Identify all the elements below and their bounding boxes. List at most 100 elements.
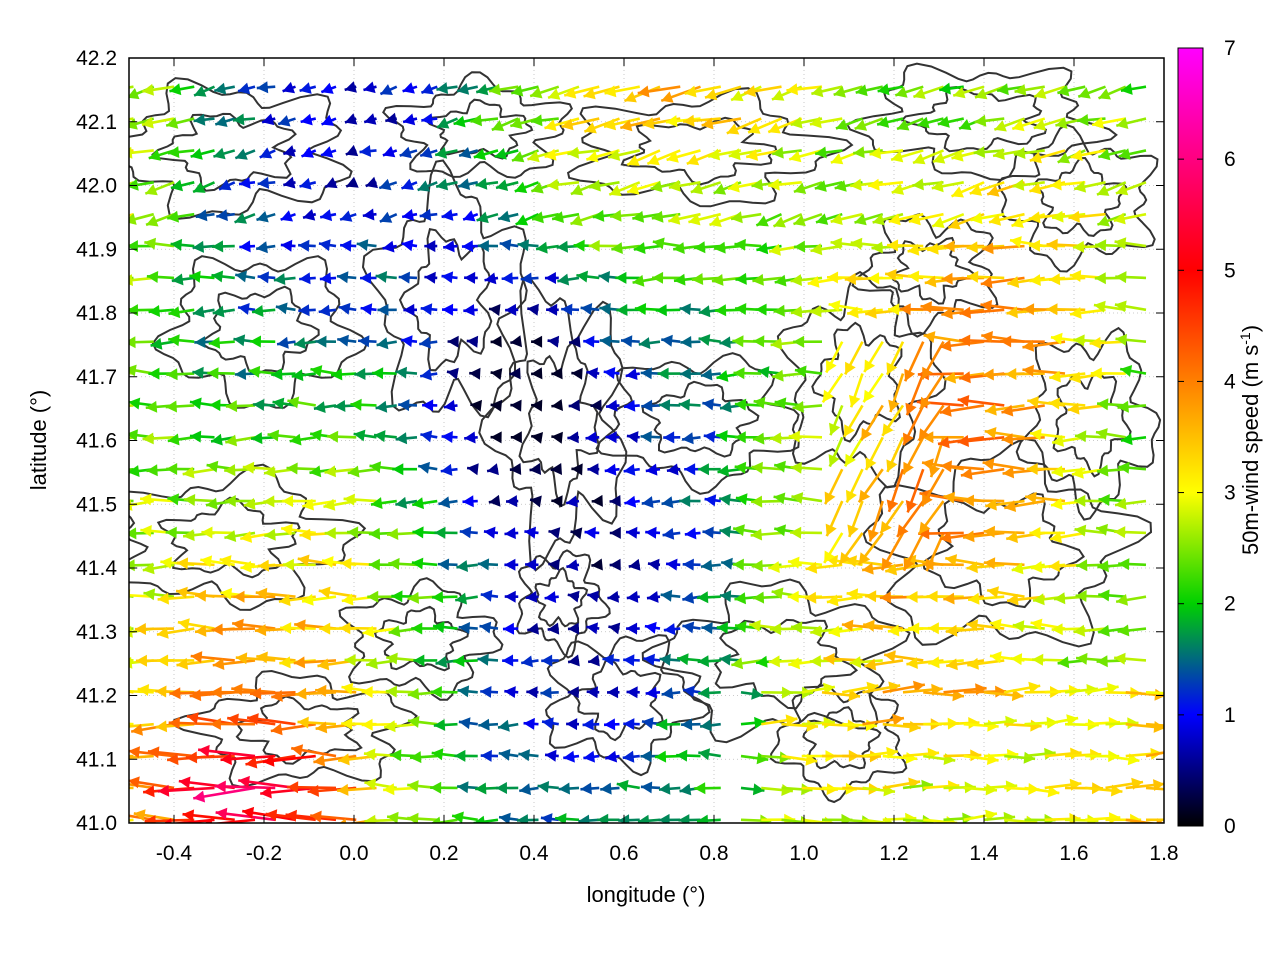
wind-vector-head xyxy=(913,87,926,99)
wind-vector xyxy=(656,718,681,731)
wind-vector-head xyxy=(215,807,228,820)
wind-vector xyxy=(584,526,600,539)
wind-vector xyxy=(435,178,458,191)
wind-vector xyxy=(250,432,276,445)
wind-vector xyxy=(599,335,620,348)
wind-vector-head xyxy=(790,116,803,129)
wind-vector-head xyxy=(198,744,210,757)
wind-vector-head xyxy=(97,148,109,160)
wind-vector-head xyxy=(943,240,955,253)
wind-vector xyxy=(218,179,236,191)
wind-vector xyxy=(622,750,640,763)
wind-vector-head xyxy=(129,397,141,410)
wind-vector-head xyxy=(682,621,695,634)
wind-vector xyxy=(854,212,884,226)
wind-vector xyxy=(962,494,1005,507)
wind-vector-head xyxy=(360,272,372,284)
wind-vector-head xyxy=(603,367,616,379)
wind-vector xyxy=(287,396,316,409)
wind-vector-head xyxy=(1096,428,1108,440)
wind-vector-head xyxy=(734,398,747,411)
wind-vector xyxy=(167,433,195,446)
wind-vector xyxy=(626,686,640,699)
wind-vector-head xyxy=(527,303,539,316)
wind-vector xyxy=(227,713,276,726)
wind-vector-head xyxy=(167,493,179,506)
wind-vector-head xyxy=(192,305,205,318)
wind-vector xyxy=(420,83,438,95)
wind-vector-head xyxy=(469,367,481,380)
wind-vector-head xyxy=(768,122,781,134)
y-tick-label: 42.2 xyxy=(76,47,117,70)
wind-vector-head xyxy=(545,272,556,284)
wind-vector-head xyxy=(1074,494,1086,507)
wind-vector-head xyxy=(980,299,993,312)
wind-vector-head xyxy=(708,148,721,161)
wind-vector-head xyxy=(143,588,156,601)
wind-vector xyxy=(939,82,964,95)
wind-vector xyxy=(835,117,863,131)
wind-vector xyxy=(189,270,215,283)
wind-vector-head xyxy=(498,719,510,732)
wind-vector xyxy=(271,368,296,381)
wind-vector xyxy=(616,779,640,792)
wind-vector xyxy=(923,331,964,343)
wind-vector xyxy=(849,656,883,669)
wind-vector-head xyxy=(271,368,283,381)
wind-vector-head xyxy=(194,85,207,97)
wind-vector-head xyxy=(238,82,251,95)
wind-vector xyxy=(566,559,580,571)
wind-vector-head xyxy=(339,818,347,823)
wind-vector xyxy=(603,367,620,379)
x-tick-label: 0.8 xyxy=(699,842,728,865)
wind-vector-head xyxy=(582,718,594,731)
wind-vector xyxy=(679,303,701,316)
wind-vector-head xyxy=(129,656,133,669)
wind-vector-head xyxy=(1118,461,1130,474)
wind-vector xyxy=(365,657,397,670)
wind-vector xyxy=(282,81,296,94)
terrain-contour xyxy=(997,123,1159,273)
wind-vector-head xyxy=(1006,531,1018,544)
wind-vector-head xyxy=(403,113,416,126)
wind-vector-head xyxy=(589,179,601,192)
wind-vector xyxy=(480,589,499,602)
wind-vector-head xyxy=(168,306,181,319)
wind-vector xyxy=(1114,652,1147,665)
wind-vector xyxy=(458,622,478,634)
wind-vector-head xyxy=(938,436,950,449)
wind-vector-head xyxy=(148,305,160,317)
wind-vector xyxy=(385,685,418,698)
wind-vector xyxy=(280,622,316,635)
wind-vector-head xyxy=(1014,84,1027,96)
wind-vector-head xyxy=(627,154,640,166)
wind-vector xyxy=(638,337,661,349)
wind-vector-head xyxy=(419,208,432,221)
wind-vector-head xyxy=(770,337,783,350)
wind-vector xyxy=(567,431,580,444)
wind-vector-head xyxy=(315,721,328,734)
colorbar-tick-label: 2 xyxy=(1224,593,1236,616)
wind-vector-head xyxy=(823,716,835,729)
wind-vector-head xyxy=(129,364,137,377)
wind-vector xyxy=(698,334,721,346)
wind-vector-head xyxy=(732,558,744,571)
wind-vector-head xyxy=(550,463,562,475)
wind-vector-head xyxy=(719,525,732,538)
terrain-contour xyxy=(620,116,778,186)
wind-vector-head xyxy=(720,400,732,413)
wind-vector xyxy=(504,527,519,540)
wind-vector-head xyxy=(105,275,117,287)
wind-vector-head xyxy=(318,586,331,599)
wind-vector xyxy=(157,654,195,667)
wind-vector xyxy=(926,590,964,603)
wind-vector-head xyxy=(504,686,516,698)
wind-vector xyxy=(983,748,1019,761)
wind-vector xyxy=(505,303,519,316)
wind-vector-head xyxy=(287,781,299,794)
wind-vector-head xyxy=(147,746,160,759)
wind-vector-shaft xyxy=(129,722,154,728)
wind-vector-head xyxy=(989,618,1002,631)
wind-vector xyxy=(659,653,681,666)
wind-vector xyxy=(1119,365,1147,377)
